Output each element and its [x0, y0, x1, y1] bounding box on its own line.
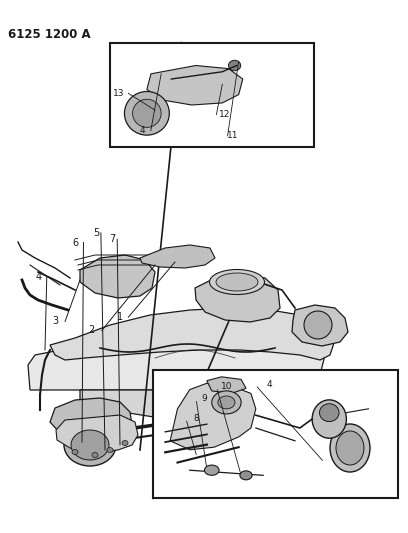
Ellipse shape	[92, 453, 98, 457]
Polygon shape	[292, 305, 348, 346]
Text: 8: 8	[193, 414, 199, 423]
Text: 4: 4	[35, 272, 42, 282]
Text: 6125 1200 A: 6125 1200 A	[8, 28, 91, 41]
Ellipse shape	[64, 424, 116, 466]
Polygon shape	[56, 415, 138, 452]
Ellipse shape	[336, 431, 364, 465]
Polygon shape	[170, 383, 256, 450]
Text: 3: 3	[52, 317, 58, 326]
Ellipse shape	[330, 424, 370, 472]
Ellipse shape	[304, 311, 332, 339]
Ellipse shape	[71, 430, 109, 460]
Ellipse shape	[319, 403, 339, 422]
Ellipse shape	[209, 270, 264, 295]
Text: 2: 2	[89, 326, 95, 335]
Ellipse shape	[240, 471, 252, 480]
Ellipse shape	[216, 273, 258, 291]
Text: 12: 12	[219, 110, 230, 119]
Polygon shape	[140, 245, 215, 268]
Polygon shape	[80, 390, 315, 424]
Ellipse shape	[312, 400, 346, 438]
Polygon shape	[80, 255, 155, 298]
Ellipse shape	[124, 92, 169, 135]
Text: 1: 1	[117, 312, 124, 322]
Polygon shape	[147, 66, 243, 105]
Ellipse shape	[204, 465, 219, 475]
Ellipse shape	[212, 391, 241, 414]
Text: 4: 4	[266, 381, 272, 389]
Polygon shape	[28, 333, 325, 390]
Text: 9: 9	[201, 394, 207, 403]
Polygon shape	[50, 398, 132, 440]
Text: 4: 4	[140, 126, 146, 135]
Text: 11: 11	[227, 132, 238, 140]
Bar	[153, 370, 398, 498]
Polygon shape	[192, 398, 355, 458]
Ellipse shape	[107, 448, 113, 453]
Ellipse shape	[122, 440, 128, 446]
Ellipse shape	[72, 449, 78, 455]
Ellipse shape	[133, 99, 161, 127]
Ellipse shape	[218, 396, 235, 409]
Polygon shape	[50, 308, 335, 360]
Text: 10: 10	[221, 383, 232, 391]
Text: 5: 5	[93, 228, 99, 238]
Text: 7: 7	[109, 235, 115, 244]
Polygon shape	[195, 275, 280, 322]
Text: 13: 13	[113, 89, 124, 98]
Text: 6: 6	[72, 238, 79, 247]
Ellipse shape	[228, 60, 241, 71]
Bar	[110, 43, 314, 147]
Polygon shape	[207, 377, 246, 393]
